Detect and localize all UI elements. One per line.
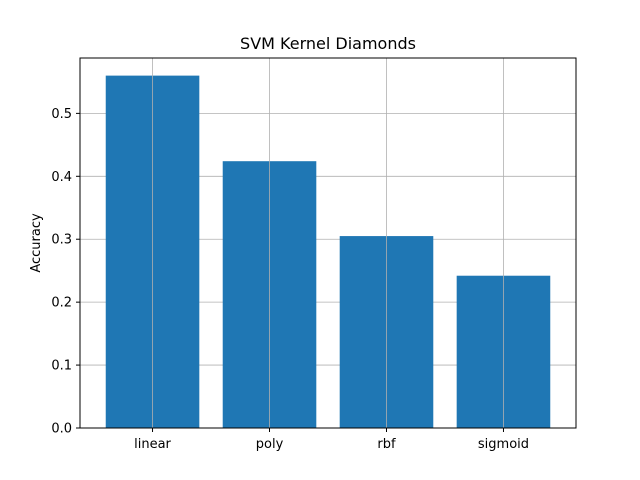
y-tick-label: 0.5 <box>51 107 72 122</box>
y-tick-label: 0.0 <box>51 422 72 437</box>
x-tick-label-sigmoid: sigmoid <box>478 437 529 452</box>
y-axis-ticks: 0.0 0.1 0.2 0.3 0.4 0.5 <box>51 107 80 437</box>
y-tick-label: 0.3 <box>51 233 72 248</box>
x-grid-lines <box>152 58 504 428</box>
x-axis-ticks: linear poly rbf sigmoid <box>134 428 529 452</box>
y-tick-label: 0.2 <box>51 296 72 311</box>
plot-frame <box>79 57 577 429</box>
x-tick-label-rbf: rbf <box>377 437 396 452</box>
x-tick-label-linear: linear <box>134 437 171 452</box>
y-tick-label: 0.4 <box>51 170 72 185</box>
y-tick-label: 0.1 <box>51 359 72 374</box>
x-tick-label-poly: poly <box>256 437 284 452</box>
y-axis-title: Accuracy <box>29 213 44 273</box>
chart-title: SVM Kernel Diamonds <box>240 34 416 53</box>
